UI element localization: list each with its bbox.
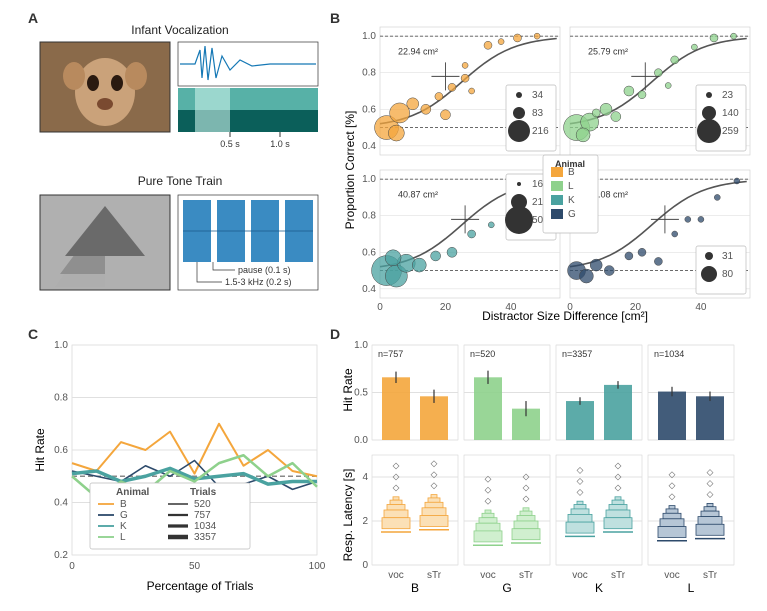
svg-text:100: 100 (309, 561, 326, 572)
svg-text:0: 0 (567, 302, 573, 313)
svg-text:25.79 cm²: 25.79 cm² (588, 46, 628, 56)
panel-d: Hit Rate Resp. Latency [s] 0.0 0.5 1.0 0 2 4 n… (340, 335, 760, 605)
panel-label-d: D (330, 326, 340, 342)
svg-text:sTr: sTr (703, 570, 718, 581)
svg-text:80: 80 (722, 269, 734, 280)
svg-text:0.6: 0.6 (54, 445, 68, 456)
svg-text:83: 83 (532, 108, 544, 119)
svg-text:G: G (568, 209, 576, 220)
svg-text:16: 16 (532, 179, 544, 190)
svg-text:757: 757 (194, 510, 211, 521)
svg-text:voc: voc (480, 570, 496, 581)
svg-text:pause (0.1 s): pause (0.1 s) (238, 265, 291, 275)
svg-text:K: K (568, 195, 575, 206)
svg-text:L: L (688, 581, 695, 595)
svg-text:n=3357: n=3357 (562, 349, 592, 359)
svg-text:n=1034: n=1034 (654, 349, 684, 359)
svg-text:0.5 s: 0.5 s (220, 139, 240, 149)
svg-text:1.5-3 kHz (0.2 s): 1.5-3 kHz (0.2 s) (225, 277, 292, 287)
svg-text:sTr: sTr (611, 570, 626, 581)
svg-text:0.5: 0.5 (354, 388, 368, 399)
svg-text:voc: voc (388, 570, 404, 581)
svg-text:0: 0 (362, 560, 368, 571)
panel-a-title-bot: Pure Tone Train (138, 174, 223, 188)
panel-b: Proportion Correct [%] Distractor Size D… (340, 15, 760, 325)
svg-text:0.4: 0.4 (362, 141, 376, 152)
svg-text:520: 520 (194, 499, 211, 510)
svg-text:0.8: 0.8 (362, 211, 376, 222)
svg-text:K: K (595, 581, 603, 595)
svg-text:Trials: Trials (190, 487, 217, 498)
svg-text:sTr: sTr (427, 570, 442, 581)
svg-text:1.0: 1.0 (362, 31, 376, 42)
svg-text:Proportion Correct [%]: Proportion Correct [%] (343, 111, 357, 230)
svg-text:0.6: 0.6 (362, 104, 376, 115)
svg-text:20: 20 (630, 302, 642, 313)
svg-text:B: B (120, 499, 127, 510)
size-legend: 23 140 259 (696, 85, 746, 151)
panel-c: Hit Rate Percentage of Trials 0.2 0.4 0.6 0… (30, 335, 330, 605)
svg-text:0: 0 (377, 302, 383, 313)
svg-text:140: 140 (722, 108, 739, 119)
svg-text:G: G (120, 510, 128, 521)
svg-text:0.4: 0.4 (54, 498, 68, 509)
svg-text:40.87 cm²: 40.87 cm² (398, 189, 438, 199)
size-legend: 31 80 (696, 246, 746, 294)
svg-text:50: 50 (189, 561, 201, 572)
svg-text:31: 31 (722, 251, 734, 262)
size-legend: 34 83 216 (506, 85, 556, 151)
svg-text:0.6: 0.6 (362, 247, 376, 258)
svg-text:Animal: Animal (116, 487, 150, 498)
svg-text:0.0: 0.0 (354, 435, 368, 446)
svg-text:40: 40 (695, 302, 707, 313)
panel-c-legend: Animal Trials B 520 G 757 K 1034 L 3357 (90, 483, 250, 549)
svg-text:voc: voc (572, 570, 588, 581)
svg-text:Hit Rate: Hit Rate (33, 428, 47, 472)
svg-text:L: L (120, 532, 126, 543)
svg-text:259: 259 (722, 126, 739, 137)
svg-text:0.8: 0.8 (362, 68, 376, 79)
svg-text:L: L (568, 181, 574, 192)
svg-text:34: 34 (532, 90, 544, 101)
svg-text:3357: 3357 (194, 532, 217, 543)
svg-text:B: B (568, 167, 575, 178)
svg-text:1.0 s: 1.0 s (270, 139, 290, 149)
animal-legend: Animal BLKG (543, 155, 598, 233)
svg-text:G: G (502, 581, 511, 595)
svg-text:Percentage of Trials: Percentage of Trials (147, 579, 254, 593)
svg-text:40: 40 (505, 302, 517, 313)
svg-text:n=757: n=757 (378, 349, 403, 359)
svg-text:n=520: n=520 (470, 349, 495, 359)
svg-text:23: 23 (722, 90, 734, 101)
svg-text:sTr: sTr (519, 570, 534, 581)
svg-text:0.8: 0.8 (54, 393, 68, 404)
panel-a: Infant Vocalization 0.5 s 1.0 s Pure Ton… (30, 20, 330, 320)
panel-a-title-top: Infant Vocalization (131, 23, 228, 37)
svg-text:4: 4 (362, 472, 368, 483)
svg-text:Hit Rate: Hit Rate (341, 368, 355, 412)
svg-text:20: 20 (440, 302, 452, 313)
svg-text:0.2: 0.2 (54, 550, 68, 561)
svg-text:Resp. Latency [s]: Resp. Latency [s] (341, 469, 355, 562)
svg-text:1.0: 1.0 (362, 174, 376, 185)
svg-text:1.0: 1.0 (54, 340, 68, 351)
panel-label-b: B (330, 10, 340, 26)
svg-text:voc: voc (664, 570, 680, 581)
svg-text:1034: 1034 (194, 521, 217, 532)
svg-text:0.4: 0.4 (362, 284, 376, 295)
svg-text:K: K (120, 521, 127, 532)
svg-text:2: 2 (362, 516, 368, 527)
svg-text:216: 216 (532, 126, 549, 137)
svg-text:0: 0 (69, 561, 75, 572)
svg-text:1.0: 1.0 (354, 340, 368, 351)
svg-text:22.94 cm²: 22.94 cm² (398, 46, 438, 56)
svg-text:B: B (411, 581, 419, 595)
